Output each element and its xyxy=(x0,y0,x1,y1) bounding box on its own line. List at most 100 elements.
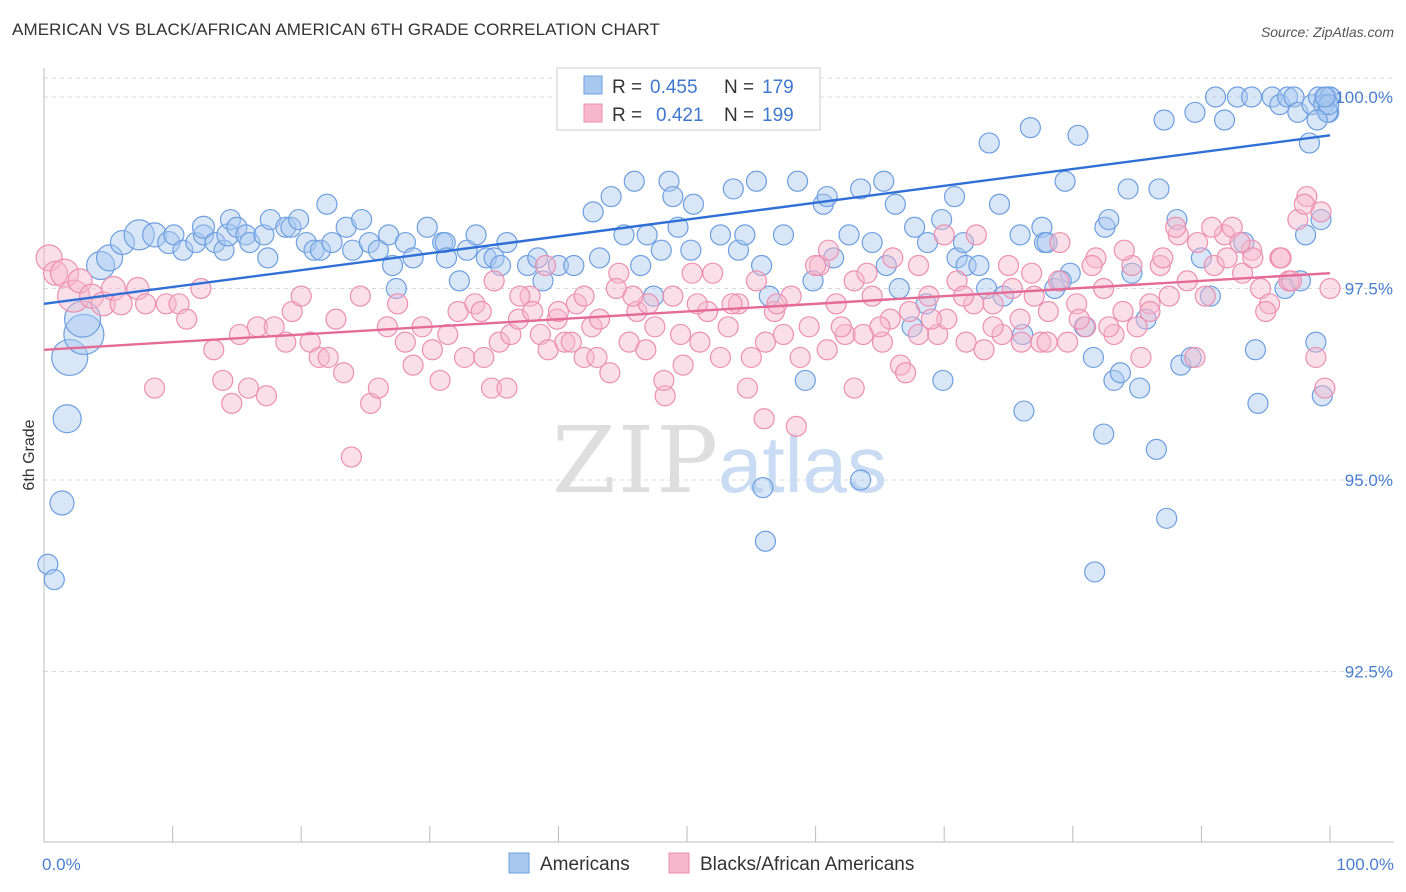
point-americans xyxy=(1184,101,1206,123)
point-blacks xyxy=(1098,316,1120,338)
legend-swatch-americans xyxy=(583,75,603,95)
point-blacks xyxy=(421,339,443,361)
point-blacks xyxy=(1240,239,1263,261)
point-americans xyxy=(752,477,774,499)
point-blacks xyxy=(387,293,409,315)
point-blacks xyxy=(1066,293,1088,315)
point-americans xyxy=(1240,86,1263,108)
point-blacks xyxy=(1319,277,1341,300)
point-blacks xyxy=(500,323,522,346)
point-americans xyxy=(1082,346,1104,369)
point-americans xyxy=(1204,86,1227,108)
point-blacks xyxy=(871,331,894,353)
point-americans xyxy=(226,216,248,238)
point-blacks xyxy=(745,270,768,292)
point-americans xyxy=(1148,178,1170,200)
legend-bottom-label-americans: Americans xyxy=(540,854,630,875)
point-blacks xyxy=(529,323,551,346)
point-blacks xyxy=(1167,224,1189,246)
point-blacks xyxy=(308,346,330,369)
point-americans xyxy=(49,490,75,516)
point-americans xyxy=(884,193,906,215)
point-blacks xyxy=(920,308,942,330)
point-americans xyxy=(932,369,954,392)
point-americans xyxy=(816,185,838,208)
point-blacks xyxy=(290,285,312,307)
point-blacks xyxy=(1242,247,1264,269)
point-blacks xyxy=(35,244,63,272)
point-blacks xyxy=(843,270,865,292)
point-blacks xyxy=(1184,346,1206,369)
point-americans xyxy=(680,239,702,261)
point-americans xyxy=(1084,561,1106,583)
point-americans xyxy=(1117,178,1139,200)
point-americans xyxy=(316,193,338,215)
point-americans xyxy=(385,277,407,300)
point-americans xyxy=(448,270,470,292)
point-blacks xyxy=(554,331,576,353)
point-americans xyxy=(943,185,966,208)
legend-n-value-blacks: 199 xyxy=(762,105,794,126)
point-blacks xyxy=(255,385,278,407)
point-americans xyxy=(257,247,279,269)
legend-r-label-americans: R = xyxy=(612,77,642,98)
point-blacks xyxy=(753,408,775,430)
point-blacks xyxy=(608,262,630,284)
point-americans xyxy=(682,193,705,215)
legend-r-label-blacks: R = xyxy=(612,105,642,126)
watermark: ZIP atlas xyxy=(552,407,887,514)
point-blacks xyxy=(134,293,157,315)
point-blacks xyxy=(1194,285,1216,307)
point-blacks xyxy=(437,323,459,346)
point-blacks xyxy=(605,277,627,300)
point-blacks xyxy=(1049,231,1071,254)
point-blacks xyxy=(1112,300,1134,323)
point-blacks xyxy=(644,316,666,338)
point-blacks xyxy=(997,254,1020,277)
point-blacks xyxy=(1113,239,1135,261)
point-blacks xyxy=(681,262,703,284)
point-americans xyxy=(416,216,438,238)
point-blacks xyxy=(155,293,177,315)
point-americans xyxy=(335,216,357,238)
point-blacks xyxy=(1021,262,1043,284)
point-blacks xyxy=(1149,254,1171,277)
point-blacks xyxy=(1010,331,1032,353)
point-blacks xyxy=(740,346,762,369)
point-blacks xyxy=(488,331,510,353)
point-blacks xyxy=(856,262,878,284)
point-blacks xyxy=(221,392,243,414)
point-blacks xyxy=(1130,346,1152,369)
point-blacks xyxy=(1093,277,1115,300)
point-blacks xyxy=(360,392,382,414)
point-blacks xyxy=(672,354,694,376)
point-blacks xyxy=(804,254,827,277)
y-tick-label: 97.5% xyxy=(1345,280,1393,299)
point-blacks xyxy=(982,293,1004,315)
point-blacks xyxy=(1216,247,1238,269)
point-americans xyxy=(43,568,65,591)
point-americans xyxy=(547,254,570,277)
axes xyxy=(43,68,1394,843)
point-blacks xyxy=(560,331,582,353)
point-blacks xyxy=(1081,254,1103,277)
point-blacks xyxy=(653,369,675,392)
point-blacks xyxy=(203,339,225,361)
point-blacks xyxy=(830,316,852,338)
x-tick-label-max: 100.0% xyxy=(1336,855,1394,874)
point-blacks xyxy=(573,346,595,369)
point-americans xyxy=(358,231,380,254)
point-blacks xyxy=(573,285,595,307)
point-americans xyxy=(1109,362,1131,384)
point-blacks xyxy=(1009,308,1031,330)
point-americans xyxy=(772,224,795,246)
point-americans xyxy=(1013,400,1035,422)
point-americans xyxy=(1314,86,1336,108)
point-blacks xyxy=(1255,300,1277,323)
point-blacks xyxy=(367,377,389,399)
point-blacks xyxy=(473,346,495,369)
point-blacks xyxy=(933,224,955,246)
point-blacks xyxy=(1139,300,1161,323)
point-americans xyxy=(204,231,226,254)
y-axis-title: 6th Grade xyxy=(21,419,38,490)
